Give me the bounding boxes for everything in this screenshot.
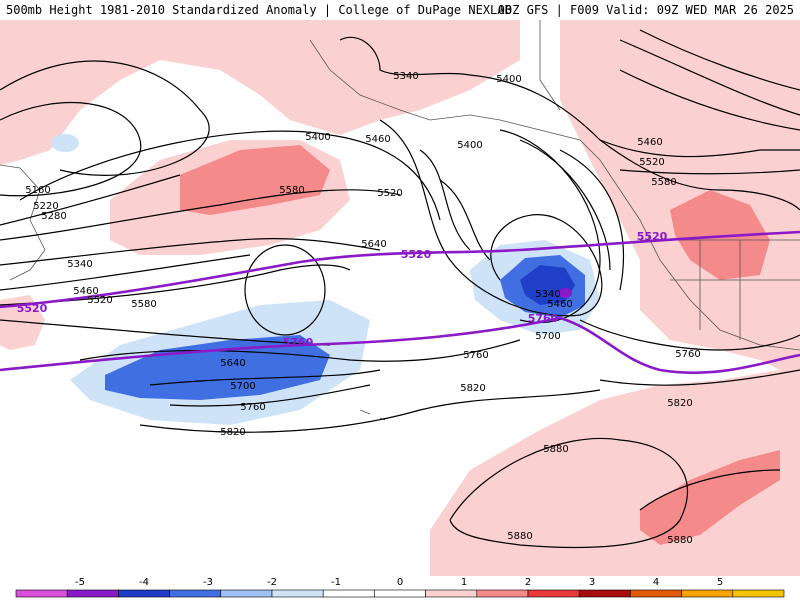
colorbar-tick: -3: [203, 577, 213, 588]
contour-label: 5460: [73, 286, 98, 297]
contour-label: 5520: [87, 295, 112, 306]
reference-label: 5760: [283, 336, 314, 349]
colorbar-swatch: [630, 589, 682, 598]
contour-label: 5460: [637, 137, 662, 148]
colorbar-swatch: [220, 589, 273, 598]
contour-label: 5520: [377, 188, 402, 199]
contour-label: 5160: [25, 185, 50, 196]
contour-label: 5880: [507, 531, 532, 542]
contour-label: 5760: [675, 349, 700, 360]
contour-label: 5640: [220, 358, 245, 369]
colorbar-swatch: [681, 589, 734, 598]
contour-label: 5640: [361, 239, 386, 250]
contour-label: 5400: [496, 74, 521, 85]
contour-label: 5340: [535, 289, 560, 300]
contour-label: 5460: [547, 299, 572, 310]
coastlines: [0, 20, 800, 421]
contour-label: 5760: [463, 350, 488, 361]
colorbar-tick: 5: [717, 577, 723, 588]
colorbar-swatch: [322, 589, 375, 598]
colorbar-swatch: [15, 589, 68, 598]
contour-label: 5760: [240, 402, 265, 413]
contour-label: 5820: [220, 427, 245, 438]
colorbar-swatch: [169, 589, 222, 598]
contour-labels: 5340 5400 5400 5460 5400 5460 5520 5580 …: [25, 71, 700, 546]
contour-label: 5880: [543, 444, 568, 455]
colorbar-ticks: -5 -4 -3 -2 -1 0 1 2 3 4 5: [75, 577, 723, 588]
contour-label: 5880: [667, 535, 692, 546]
colorbar-swatch: [374, 589, 426, 598]
colorbar-swatch: [271, 589, 324, 598]
contour-label: 5580: [279, 185, 304, 196]
colorbar-swatch: [527, 589, 580, 598]
colorbar-tick: -1: [331, 577, 341, 588]
contour-label: 5400: [457, 140, 482, 151]
anomaly-map: 5340 5400 5400 5460 5400 5460 5520 5580 …: [0, 20, 800, 576]
reference-label: 5760: [528, 312, 559, 325]
colorbar-tick: -5: [75, 577, 85, 588]
colorbar-swatch: [66, 589, 119, 598]
header: 500mb Height 1981-2010 Standardized Anom…: [0, 0, 800, 20]
colorbar-tick: -2: [267, 577, 277, 588]
contour-label: 5520: [639, 157, 664, 168]
colorbar-tick: 3: [589, 577, 595, 588]
model-run-valid-time: 00Z GFS | F009 Valid: 09Z WED MAR 26 202…: [497, 3, 794, 17]
colorbar-swatch: [476, 589, 529, 598]
colorbar-tick: 2: [525, 577, 531, 588]
contour-label: 5820: [460, 383, 485, 394]
height-contours: [0, 29, 800, 549]
map-title: 500mb Height 1981-2010 Standardized Anom…: [6, 3, 512, 17]
colorbar-tick: 1: [461, 577, 467, 588]
reference-contours: [0, 230, 800, 374]
contour-label: 5460: [365, 134, 390, 145]
reference-label: 5520: [637, 230, 668, 243]
colorbar-swatch: [425, 589, 478, 598]
contour-label: 5220: [33, 201, 58, 212]
colorbar-swatch: [578, 589, 631, 598]
positive-anomaly-shading: [0, 20, 800, 576]
contour-label: 5580: [651, 177, 676, 188]
reference-label: 5520: [401, 248, 432, 261]
colorbar: -5 -4 -3 -2 -1 0 1 2 3 4 5: [0, 576, 800, 600]
colorbar-tick: 4: [653, 577, 659, 588]
colorbar-swatches: [15, 589, 785, 598]
colorbar-swatch: [732, 589, 785, 598]
contour-label: 5700: [230, 381, 255, 392]
colorbar-swatch: [118, 589, 170, 598]
contour-label: 5700: [535, 331, 560, 342]
contour-label: 5340: [67, 259, 92, 270]
contour-label: 5340: [393, 71, 418, 82]
contour-label: 5580: [131, 299, 156, 310]
reference-contour-labels: 5520 5520 5520 5760 5760: [17, 230, 668, 349]
contour-label: 5820: [667, 398, 692, 409]
reference-label: 5520: [17, 302, 48, 315]
contour-label: 5280: [41, 211, 66, 222]
colorbar-tick: 0: [397, 577, 403, 588]
colorbar-tick: -4: [139, 577, 149, 588]
contour-label: 5400: [305, 132, 330, 143]
